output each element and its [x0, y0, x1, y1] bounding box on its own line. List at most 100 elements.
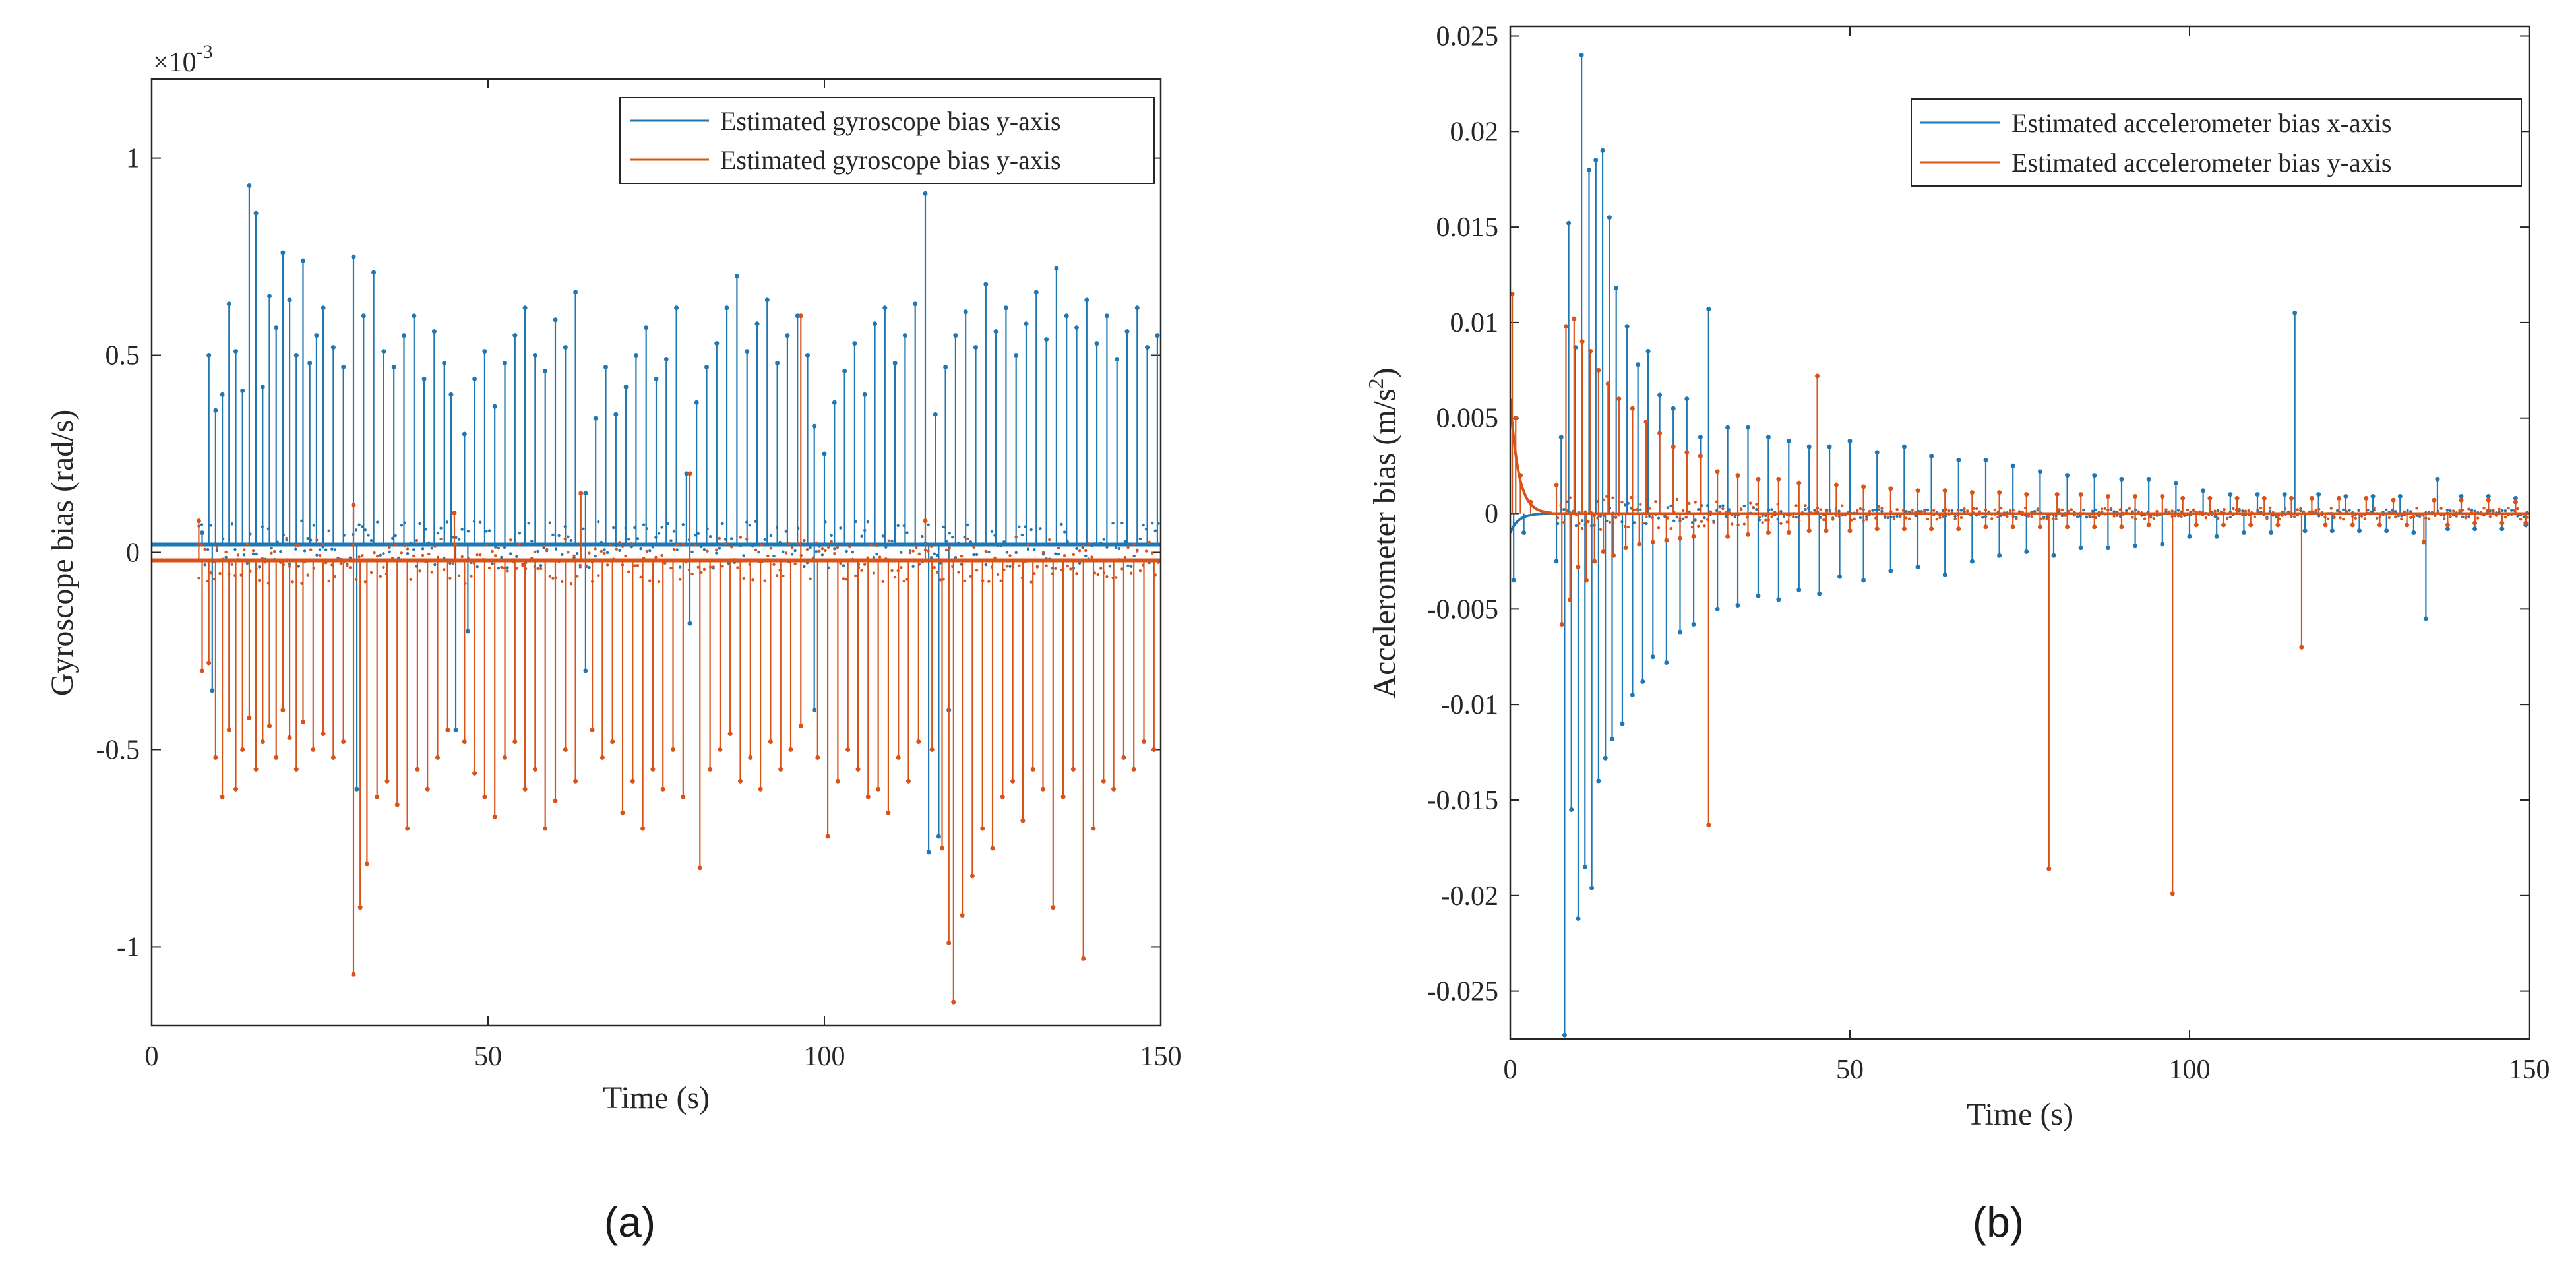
a-series-0-point [247, 183, 252, 188]
a-series-1-noise [969, 575, 973, 578]
a-x-tick-label: 100 [804, 1042, 845, 1072]
a-series-0-point [923, 191, 928, 196]
a-series-0-noise [745, 520, 749, 524]
a-series-0-point [1094, 341, 1099, 346]
a-series-1-noise [527, 559, 530, 562]
a-series-0-point [1115, 357, 1120, 362]
a-series-0-noise [666, 522, 670, 526]
b-series-1-point [1588, 348, 1593, 354]
b-series-1-point [2289, 495, 2294, 501]
a-series-0-noise [243, 553, 246, 557]
a-series-1-noise [594, 547, 597, 551]
b-series-1-noise [1822, 518, 1825, 522]
b-series-1-point [1915, 488, 1920, 493]
b-series-0-noise [2522, 515, 2525, 518]
b-series-0-point [1684, 396, 1690, 402]
b-series-1-noise [2125, 511, 2128, 515]
b-series-0-point [1645, 348, 1651, 354]
b-series-0-point [1698, 435, 1703, 440]
a-series-1-point [650, 766, 656, 772]
b-series-0-noise [1798, 514, 1801, 518]
a-series-0-noise [981, 542, 985, 546]
a-series-0-noise [276, 540, 279, 544]
a-series-1-noise [233, 573, 237, 577]
a-series-1-noise [539, 567, 543, 571]
a-series-1-noise [1054, 567, 1057, 571]
a-series-0-point [512, 333, 518, 338]
a-series-1-noise [778, 569, 782, 572]
b-series-0-point [2357, 528, 2362, 534]
b-series-1-point [2299, 644, 2304, 650]
a-series-1-noise [245, 542, 249, 546]
b-series-1-noise [2198, 510, 2201, 513]
a-series-1-noise [397, 559, 400, 563]
b-series-1-noise [2284, 507, 2287, 511]
a-series-0-noise [996, 544, 1000, 547]
b-series-0-point [1915, 565, 1920, 570]
a-series-1-noise [933, 565, 936, 569]
b-series-1-noise [2112, 515, 2116, 518]
b-series-1-noise [2180, 515, 2183, 518]
a-series-1-point [916, 739, 921, 744]
a-series-1-noise [1069, 567, 1072, 571]
a-series-0-point [623, 384, 629, 389]
a-series-0-noise [863, 528, 867, 532]
a-series-0-noise [567, 535, 570, 538]
a-series-0-point [293, 353, 299, 358]
a-series-1-point [1142, 739, 1146, 744]
b-series-1-noise [2354, 516, 2358, 520]
a-series-1-noise [1151, 551, 1154, 555]
a-series-1-noise [497, 547, 501, 550]
a-series-0-noise [778, 540, 782, 544]
b-series-1-noise [1746, 516, 1749, 519]
b-series-1-point [2261, 495, 2267, 501]
b-series-1-noise [1583, 510, 1587, 513]
a-series-0-noise [681, 523, 685, 526]
b-series-1-noise [2131, 516, 2134, 519]
a-series-0-point [633, 353, 638, 358]
a-series-1-noise [636, 563, 640, 567]
a-series-1-point [825, 834, 830, 839]
a-series-1-noise [984, 549, 988, 553]
a-series-1-noise [921, 560, 924, 564]
b-series-1-noise [1917, 511, 1920, 515]
a-series-0-point [1124, 329, 1130, 334]
b-series-1-noise [1614, 516, 1618, 519]
a-series-0-noise [518, 532, 522, 535]
a-series-1-noise [348, 565, 352, 569]
b-series-1-noise [2421, 513, 2425, 517]
a-series-0-point [1033, 290, 1039, 295]
a-series-0-noise [418, 522, 421, 526]
a-series-1-noise [333, 575, 337, 578]
a-series-0-point [465, 629, 470, 634]
b-series-1-noise [2161, 512, 2165, 516]
b-series-1-noise [1905, 516, 1908, 520]
a-series-1-point [798, 313, 803, 319]
a-series-1-noise [869, 543, 873, 546]
b-series-1-point [1518, 473, 1523, 478]
a-series-1-point [553, 798, 558, 803]
b-series-0-noise [2516, 515, 2519, 518]
a-series-1-point [394, 802, 400, 807]
a-series-1-noise [721, 565, 724, 568]
b-series-1-point [1888, 486, 1893, 491]
b-series-1-noise [2302, 510, 2306, 513]
a-series-0-noise [1105, 546, 1109, 549]
a-series-1-noise [572, 554, 576, 557]
a-series-1-noise [679, 578, 682, 581]
a-series-1-noise [830, 540, 833, 544]
a-series-0-noise [312, 524, 316, 527]
a-series-0-noise [203, 563, 206, 567]
a-series-1-noise [999, 579, 1002, 582]
a-series-1-noise [276, 558, 279, 562]
a-series-1-point [896, 755, 901, 760]
a-series-1-noise [718, 536, 721, 540]
a-series-1-noise [1014, 535, 1018, 539]
b-series-1-noise [1804, 504, 1807, 507]
a-series-0-noise [818, 545, 821, 548]
a-series-0-noise [872, 555, 876, 559]
b-series-1-noise [1758, 516, 1762, 519]
a-series-1-point [1151, 747, 1157, 752]
a-series-1-point [1051, 905, 1056, 910]
b-series-1-noise [1602, 498, 1605, 502]
